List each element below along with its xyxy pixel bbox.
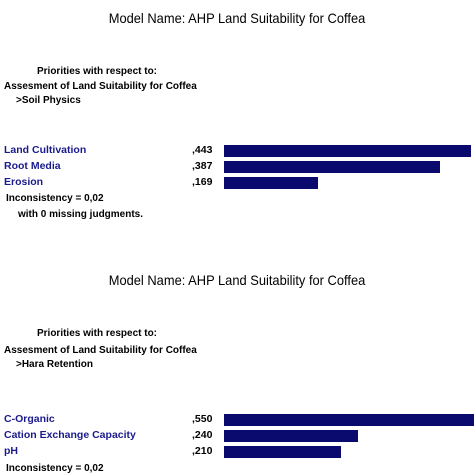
inconsistency-label: Inconsistency = 0,02 bbox=[6, 193, 104, 204]
missing-judgments-label: with 0 missing judgments. bbox=[18, 209, 144, 220]
value-label: ,443 bbox=[192, 144, 213, 156]
category-label: Erosion bbox=[4, 176, 44, 188]
priority-bar bbox=[224, 145, 471, 157]
value-label: ,169 bbox=[192, 176, 213, 188]
criterion-label: >Hara Retention bbox=[16, 359, 93, 370]
category-label: Land Cultivation bbox=[4, 144, 87, 156]
priorities-heading: Priorities with respect to: bbox=[36, 66, 158, 77]
priority-bar bbox=[224, 414, 474, 426]
value-label: ,550 bbox=[192, 413, 213, 425]
priority-bar bbox=[224, 430, 358, 442]
goal-label: Assesment of Land Suitability for Coffea bbox=[4, 81, 197, 92]
value-label: ,240 bbox=[192, 429, 213, 441]
priority-bar bbox=[224, 161, 440, 173]
category-label: Root Media bbox=[4, 160, 61, 172]
category-label: Cation Exchange Capacity bbox=[4, 429, 136, 441]
priority-bar bbox=[224, 177, 318, 189]
priorities-heading: Priorities with respect to: bbox=[36, 328, 158, 339]
inconsistency-label: Inconsistency = 0,02 bbox=[6, 463, 104, 474]
category-label: C-Organic bbox=[4, 413, 55, 425]
model-name-title: Model Name: AHP Land Suitability for Cof… bbox=[108, 10, 366, 26]
ahp-panel-soil-physics: Model Name: AHP Land Suitability for Cof… bbox=[4, 10, 471, 220]
priority-bar bbox=[224, 446, 341, 458]
model-name-title: Model Name: AHP Land Suitability for Cof… bbox=[108, 272, 366, 288]
value-label: ,387 bbox=[192, 160, 213, 172]
criterion-label: >Soil Physics bbox=[16, 95, 81, 106]
category-label: pH bbox=[4, 445, 18, 457]
value-label: ,210 bbox=[192, 445, 213, 457]
goal-label: Assesment of Land Suitability for Coffea bbox=[4, 345, 197, 356]
